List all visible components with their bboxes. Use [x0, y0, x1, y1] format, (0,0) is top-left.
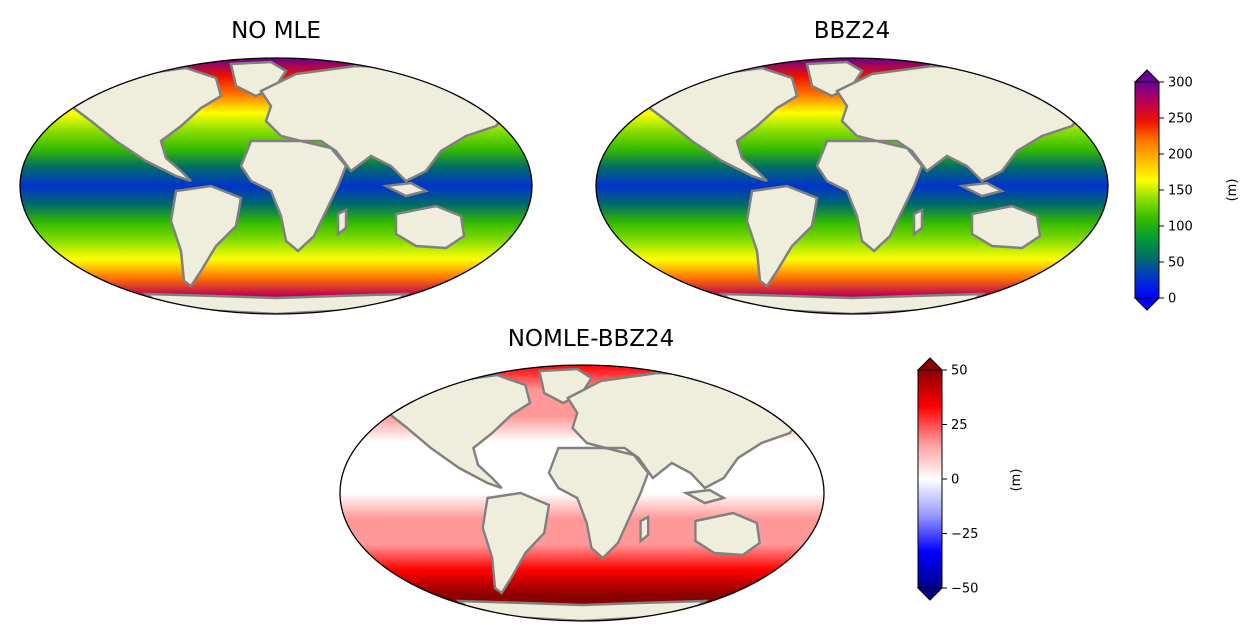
colorbar-mld-tick-label: 250 — [1168, 112, 1193, 127]
colorbar-diff-tick-label: 50 — [951, 364, 968, 379]
map-nomle — [19, 57, 533, 315]
colorbar-mld-body — [1134, 81, 1160, 299]
colorbar-mld-extend-max — [1133, 69, 1161, 83]
colorbar-mld-tick-label: 200 — [1168, 148, 1193, 163]
colorbar-mld-unit: (m) — [1225, 179, 1240, 202]
map-bbz24 — [595, 57, 1109, 315]
panel-title-bbz24: BBZ24 — [813, 18, 891, 44]
colorbar-diff: −50 −25 0 25 50 (m) — [916, 357, 1024, 601]
colorbar-diff-tick-label: 0 — [951, 473, 959, 488]
map-border-bbz24 — [595, 57, 1109, 315]
colorbar-mld-tick-label: 50 — [1168, 256, 1185, 271]
colorbar-diff-extend-min — [916, 587, 944, 601]
map-diff — [339, 364, 825, 622]
colorbar-mld-tick-label: 0 — [1168, 292, 1176, 307]
colorbar-diff-body — [917, 369, 943, 589]
colorbar-diff-tick-label: −50 — [951, 582, 978, 597]
colorbar-diff-unit: (m) — [1009, 469, 1024, 492]
colorbar-diff-tick-label: −25 — [951, 527, 978, 542]
colorbar-mld-tick-label: 100 — [1168, 220, 1193, 235]
colorbar-mld-extend-min — [1133, 297, 1161, 311]
colorbar-diff-extend-max — [916, 357, 944, 371]
map-border-nomle — [19, 57, 533, 315]
panel-title-nomle: NO MLE — [231, 18, 321, 44]
map-border-diff — [339, 364, 825, 622]
colorbar-mld-tick-label: 150 — [1168, 184, 1193, 199]
colorbar-mld-tick-label: 300 — [1168, 76, 1193, 91]
panel-title-diff: NOMLE-BBZ24 — [507, 326, 675, 352]
colorbar-diff-tick-label: 25 — [951, 418, 968, 433]
colorbar-mld: 0 50 100 150 200 250 300 (m) — [1133, 69, 1240, 311]
